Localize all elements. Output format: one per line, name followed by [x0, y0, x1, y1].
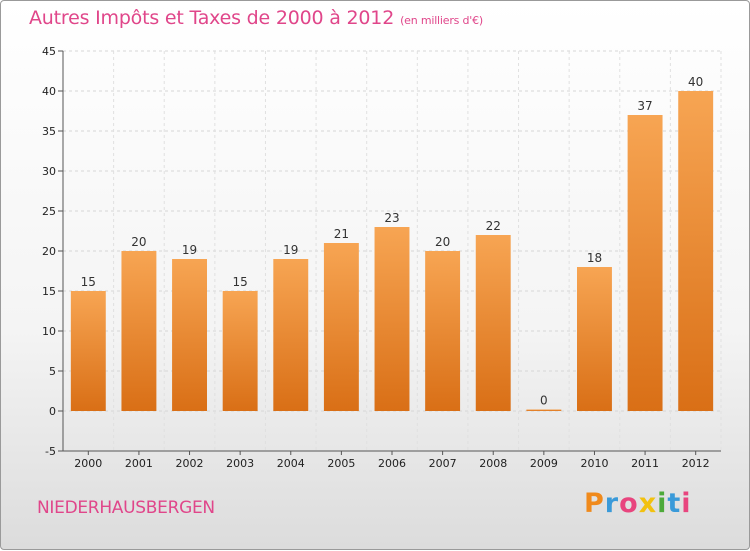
bar-2003: [222, 291, 258, 411]
bar-2002: [172, 259, 208, 411]
proxiti-logo: Proxiti: [584, 488, 692, 519]
value-label-2003: 15: [233, 275, 248, 289]
bar-2008: [475, 235, 511, 411]
title-text: Autres Impôts et Taxes de 2000 à 2012: [29, 7, 395, 29]
value-label-2006: 23: [384, 211, 399, 225]
y-tick-label: 30: [42, 165, 56, 178]
bar-2012: [678, 91, 714, 411]
x-tick-label-2007: 2007: [429, 457, 457, 470]
y-tick-label: 5: [49, 365, 56, 378]
value-label-2007: 20: [435, 235, 450, 249]
value-label-2001: 20: [131, 235, 146, 249]
city-name: NIEDERHAUSBERGEN: [37, 498, 215, 518]
value-label-2012: 40: [688, 75, 703, 89]
x-tick-label-2012: 2012: [682, 457, 710, 470]
bar-2004: [273, 259, 309, 411]
y-tick-label: 25: [42, 205, 56, 218]
x-tick-label-2002: 2002: [176, 457, 204, 470]
y-tick-label: 40: [42, 85, 56, 98]
y-tick-label: 20: [42, 245, 56, 258]
value-label-2010: 18: [587, 251, 602, 265]
bar-2010: [576, 267, 612, 411]
logo-letter: r: [604, 488, 620, 519]
x-tick-label-2005: 2005: [327, 457, 355, 470]
x-tick-label-2008: 2008: [479, 457, 507, 470]
value-label-2000: 15: [81, 275, 96, 289]
axes: [58, 50, 721, 455]
x-tick-label-2009: 2009: [530, 457, 558, 470]
value-label-2009: 0: [540, 394, 548, 408]
x-tick-label-2006: 2006: [378, 457, 406, 470]
y-tick-label: 15: [42, 285, 56, 298]
value-label-2004: 19: [283, 243, 298, 257]
x-tick-label-2003: 2003: [226, 457, 254, 470]
y-tick-label: 0: [49, 405, 56, 418]
logo-letter: P: [584, 488, 605, 519]
chart-subtitle: (en milliers d'€): [400, 14, 483, 27]
bars: [70, 91, 714, 411]
y-tick-label: 35: [42, 125, 56, 138]
y-tick-label: 10: [42, 325, 56, 338]
labels: -5 0 5 10 15 20 25 30 35 40 45 15 2000 20 2001 19 2002 15…: [42, 45, 710, 470]
x-tick-label-2010: 2010: [580, 457, 608, 470]
chart-title: Autres Impôts et Taxes de 2000 à 2012 (en…: [29, 7, 483, 29]
bar-2007: [425, 251, 461, 411]
logo-letter: o: [619, 488, 639, 519]
bar-2001: [121, 251, 157, 411]
x-tick-label-2001: 2001: [125, 457, 153, 470]
bar-2000: [70, 291, 106, 411]
value-label-2002: 19: [182, 243, 197, 257]
logo-letter: i: [681, 488, 692, 519]
x-tick-label-2000: 2000: [74, 457, 102, 470]
y-tick-label: -5: [45, 445, 56, 458]
bar-2005: [323, 243, 359, 411]
value-label-2008: 22: [486, 219, 501, 233]
bar-2011: [627, 115, 663, 411]
x-tick-label-2004: 2004: [277, 457, 305, 470]
value-label-2011: 37: [637, 99, 652, 113]
logo-letter: x: [638, 488, 658, 519]
y-tick-label: 45: [42, 45, 56, 58]
bar-2009: [526, 409, 562, 411]
bar-2006: [374, 227, 410, 411]
x-tick-label-2011: 2011: [631, 457, 659, 470]
logo-letter: t: [667, 488, 682, 519]
value-label-2005: 21: [334, 227, 349, 241]
logo-letter: i: [657, 488, 668, 519]
